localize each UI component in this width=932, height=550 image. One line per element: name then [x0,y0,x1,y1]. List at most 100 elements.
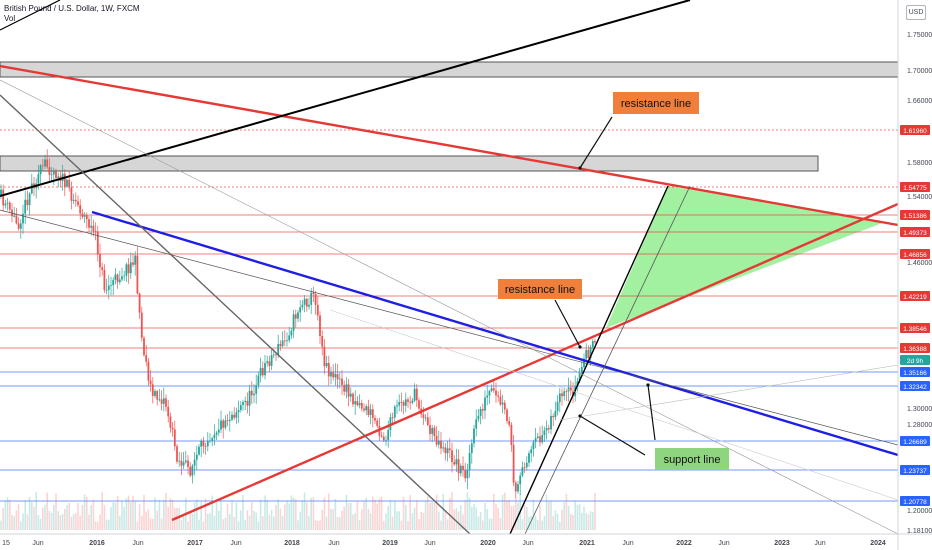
candle-body [204,446,207,447]
price-tick-label: 1.54000 [907,194,932,201]
volume-bar [20,521,22,530]
candle-body [169,416,172,428]
candle-body [343,385,346,392]
candle-body [400,401,403,403]
volume-bar [242,495,244,530]
candle-body [77,201,79,206]
volume-bar [149,518,152,530]
volume-bar [279,508,282,530]
volume-bar [583,506,585,530]
candle-body [110,285,112,286]
candle-body [2,189,5,206]
volume-bar [523,505,526,530]
candle-body [52,171,55,175]
candle-body [215,432,218,435]
candle-body [173,429,176,447]
volume-bar [365,497,367,530]
volume-bar [55,493,57,530]
volume-bar [550,500,552,530]
candle-body [336,373,339,380]
candle-body [19,223,22,229]
candle-body [470,443,473,454]
volume-bar [413,507,416,530]
volume-bar [438,511,440,530]
resistance-trendline-main [0,64,898,227]
volume-bar [563,502,565,530]
candle-body [283,340,286,342]
volume-bar [46,492,48,530]
candle-body [554,410,557,418]
volume-bar [526,506,528,530]
volume-bar [323,497,326,530]
candle-body [189,466,192,476]
volume-bar [391,516,394,530]
volume-bar [202,521,205,530]
volume-bar [31,502,33,530]
volume-bar [556,513,559,530]
time-tick-label: Jun [522,540,533,547]
candle-body [396,405,398,407]
candle-body [479,408,482,416]
volume-bar [429,502,431,530]
volume-bar [328,493,330,530]
volume-bar [422,512,425,530]
volume-bar [130,502,132,530]
currency-button[interactable]: USD [906,5,926,20]
volume-bar [464,499,466,530]
arrow-to-blue-support [647,384,656,441]
volume-bar [402,496,405,530]
volume-bar [57,511,59,530]
candle-body [176,446,178,462]
volume-bar [508,499,510,530]
candle-body [435,435,438,445]
candle-body [85,215,88,220]
volume-bar [499,518,502,530]
volume-bar [321,509,323,530]
volume-bar [400,520,403,530]
candle-body [182,462,185,466]
candle-body [431,427,434,434]
volume-bar [266,499,268,530]
volume-bar [198,519,200,530]
volume-bar [163,499,165,530]
volume-bar [253,510,255,530]
candle-body [594,341,596,343]
price-tick-label: 1.30000 [907,406,932,413]
candle-body [92,225,95,232]
volume-bar [116,495,119,530]
candle-body [517,484,519,492]
price-badge-bg [900,355,930,365]
volume-bar [433,502,436,530]
time-tick-label: 15 [2,540,10,547]
volume-bar [83,494,86,530]
volume-bar [209,513,211,530]
candle-body [371,409,374,418]
volume-bar [68,502,70,530]
candle-body [28,193,31,206]
price-badge: 1.32342 [903,384,927,391]
price-badge-bg [900,367,930,377]
volume-bar [310,497,312,530]
candle-body [125,264,128,276]
candle-body [556,402,559,411]
candle-body [46,159,49,168]
candle-body [325,362,328,367]
volume-bar [224,517,227,530]
candle-body [103,269,106,291]
volume-bar [312,497,315,530]
volume-bar [548,501,550,530]
volume-bar [559,521,561,530]
candle-body [272,354,275,356]
candle-body [48,167,51,175]
candle-body [129,262,132,274]
candle-body [376,420,379,426]
candle-body [334,373,337,378]
candle-body [365,406,368,411]
candle-body [550,415,552,430]
volume-bar [407,521,409,530]
candle-body [341,378,343,386]
candle-body [332,372,335,378]
candle-body [508,421,511,425]
